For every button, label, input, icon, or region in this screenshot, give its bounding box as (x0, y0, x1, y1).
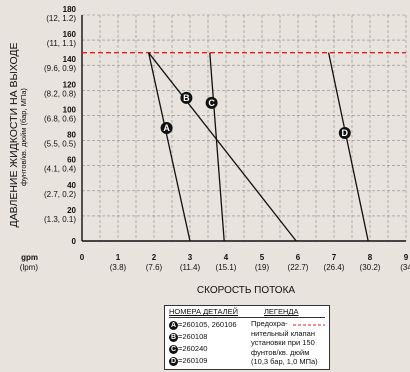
y-tick-label: 180 (63, 5, 77, 14)
legend-row-a-parts: =260105, 260106 (178, 320, 237, 329)
y-tick-sublabel: (6.8, 0.6) (44, 114, 76, 123)
x-tick-label: 5 (260, 253, 265, 262)
series-b-marker: B (169, 332, 178, 342)
x-tick-label: 6 (296, 253, 301, 262)
x-tick-label: 9 (404, 253, 409, 262)
legend-header-legend: ЛЕГЕНДА (264, 307, 299, 316)
x-tick-sublabel: (34 (400, 263, 410, 272)
x-tick-label: 7 (332, 253, 337, 262)
chart-series: A B C D (82, 51, 406, 242)
series-a-label: A (163, 123, 170, 133)
legend-header: НОМЕРА ДЕТАЛЕЙ ЛЕГЕНДА (169, 307, 325, 318)
x-axis-ticks: 0 1(3.8) 2(7.6) 3(11.4) 4(15.1) 5(19) 6(22.7) 7… (80, 253, 410, 272)
series-d-label: D (342, 128, 349, 138)
parts-legend: НОМЕРА ДЕТАЛЕЙ ЛЕГЕНДА A =260105, 260106 … (164, 305, 330, 370)
y-axis-subtitle: фунтов/кв. дюйм (бар, МПа) (19, 88, 28, 186)
flow-pressure-chart: 020(1.3, 0.1)40(2.7, 0.2)60(4.1, 0.4)80(… (8, 5, 410, 296)
y-tick-label: 140 (63, 55, 77, 64)
y-tick-sublabel: (5.5, 0.5) (44, 140, 76, 149)
x-tick-label: 4 (224, 253, 229, 262)
y-tick-sublabel: (12, 1.2) (46, 14, 76, 23)
series-c-line (209, 52, 225, 242)
x-tick-label: 1 (116, 253, 121, 262)
x-tick-sublabel: (26.4) (324, 263, 345, 272)
legend-row-d-parts: =260109 (178, 356, 208, 365)
series-c-label: C (208, 98, 215, 108)
legend-row-b-parts: =260108 (178, 332, 208, 341)
x-axis-title: СКОРОСТЬ ПОТОКА (197, 285, 296, 296)
y-tick-sublabel: (1.3, 0.1) (44, 215, 76, 224)
x-tick-sublabel: (15.1) (216, 263, 237, 272)
legend-header-parts: НОМЕРА ДЕТАЛЕЙ (169, 307, 238, 316)
series-d-line (327, 52, 369, 242)
y-tick-label: 120 (63, 80, 77, 89)
series-d-marker: D (169, 356, 178, 366)
legend-row-d: D =260109 (169, 355, 207, 366)
series-a-marker: A (169, 320, 178, 330)
y-tick-label: 20 (67, 206, 76, 215)
y-tick-label: 60 (67, 156, 76, 165)
y-tick-label: 160 (63, 30, 77, 39)
y-tick-label: 40 (67, 181, 76, 190)
y-tick-label: 0 (72, 237, 77, 246)
x-tick-label: 0 (80, 253, 85, 262)
y-axis-ticks: 020(1.3, 0.1)40(2.7, 0.2)60(4.1, 0.4)80(… (44, 5, 77, 246)
chart-grid (82, 14, 407, 241)
x-tick-label: 2 (152, 253, 157, 262)
series-c-marker: C (169, 344, 178, 354)
y-tick-sublabel: (4.1, 0.4) (44, 165, 76, 174)
x-unit-label-lpm: (lpm) (20, 263, 39, 272)
series-d-label-marker (338, 127, 351, 140)
legend-row-a: A =260105, 260106 (169, 319, 237, 330)
series-b-line (148, 52, 297, 242)
y-tick-sublabel: (2.7, 0.2) (44, 190, 76, 199)
x-tick-label: 8 (368, 253, 373, 262)
series-b-label-marker (180, 91, 193, 104)
series-b-label: B (183, 93, 190, 103)
x-unit-label: gpm (21, 253, 38, 262)
x-tick-sublabel: (30.2) (360, 263, 381, 272)
x-tick-sublabel: (7.6) (146, 263, 163, 272)
x-tick-sublabel: (19) (255, 263, 270, 272)
series-c-label-marker (205, 96, 218, 109)
x-tick-sublabel: (22.7) (288, 263, 309, 272)
series-a-label-marker (160, 122, 173, 134)
y-tick-sublabel: (8.2, 0.8) (44, 89, 76, 98)
legend-row-c-parts: =260240 (178, 344, 208, 353)
x-tick-label: 3 (188, 253, 193, 262)
y-tick-sublabel: (9.6, 0.9) (44, 64, 76, 73)
relief-valve-description: Предохра- нительный клапан установки при… (251, 319, 318, 366)
x-tick-sublabel: (3.8) (110, 263, 127, 272)
y-tick-label: 100 (63, 105, 77, 114)
relief-line-swatch (293, 324, 325, 326)
y-tick-sublabel: (11, 1.1) (47, 39, 77, 48)
y-axis-title: ДАВЛЕНИЕ ЖИДКОСТИ НА ВЫХОДЕ (8, 42, 20, 227)
legend-row-b: B =260108 (169, 331, 207, 342)
series-a-line (147, 52, 191, 242)
x-tick-sublabel: (11.4) (180, 263, 201, 272)
legend-row-c: C =260240 (169, 343, 207, 354)
y-tick-label: 80 (67, 131, 76, 140)
